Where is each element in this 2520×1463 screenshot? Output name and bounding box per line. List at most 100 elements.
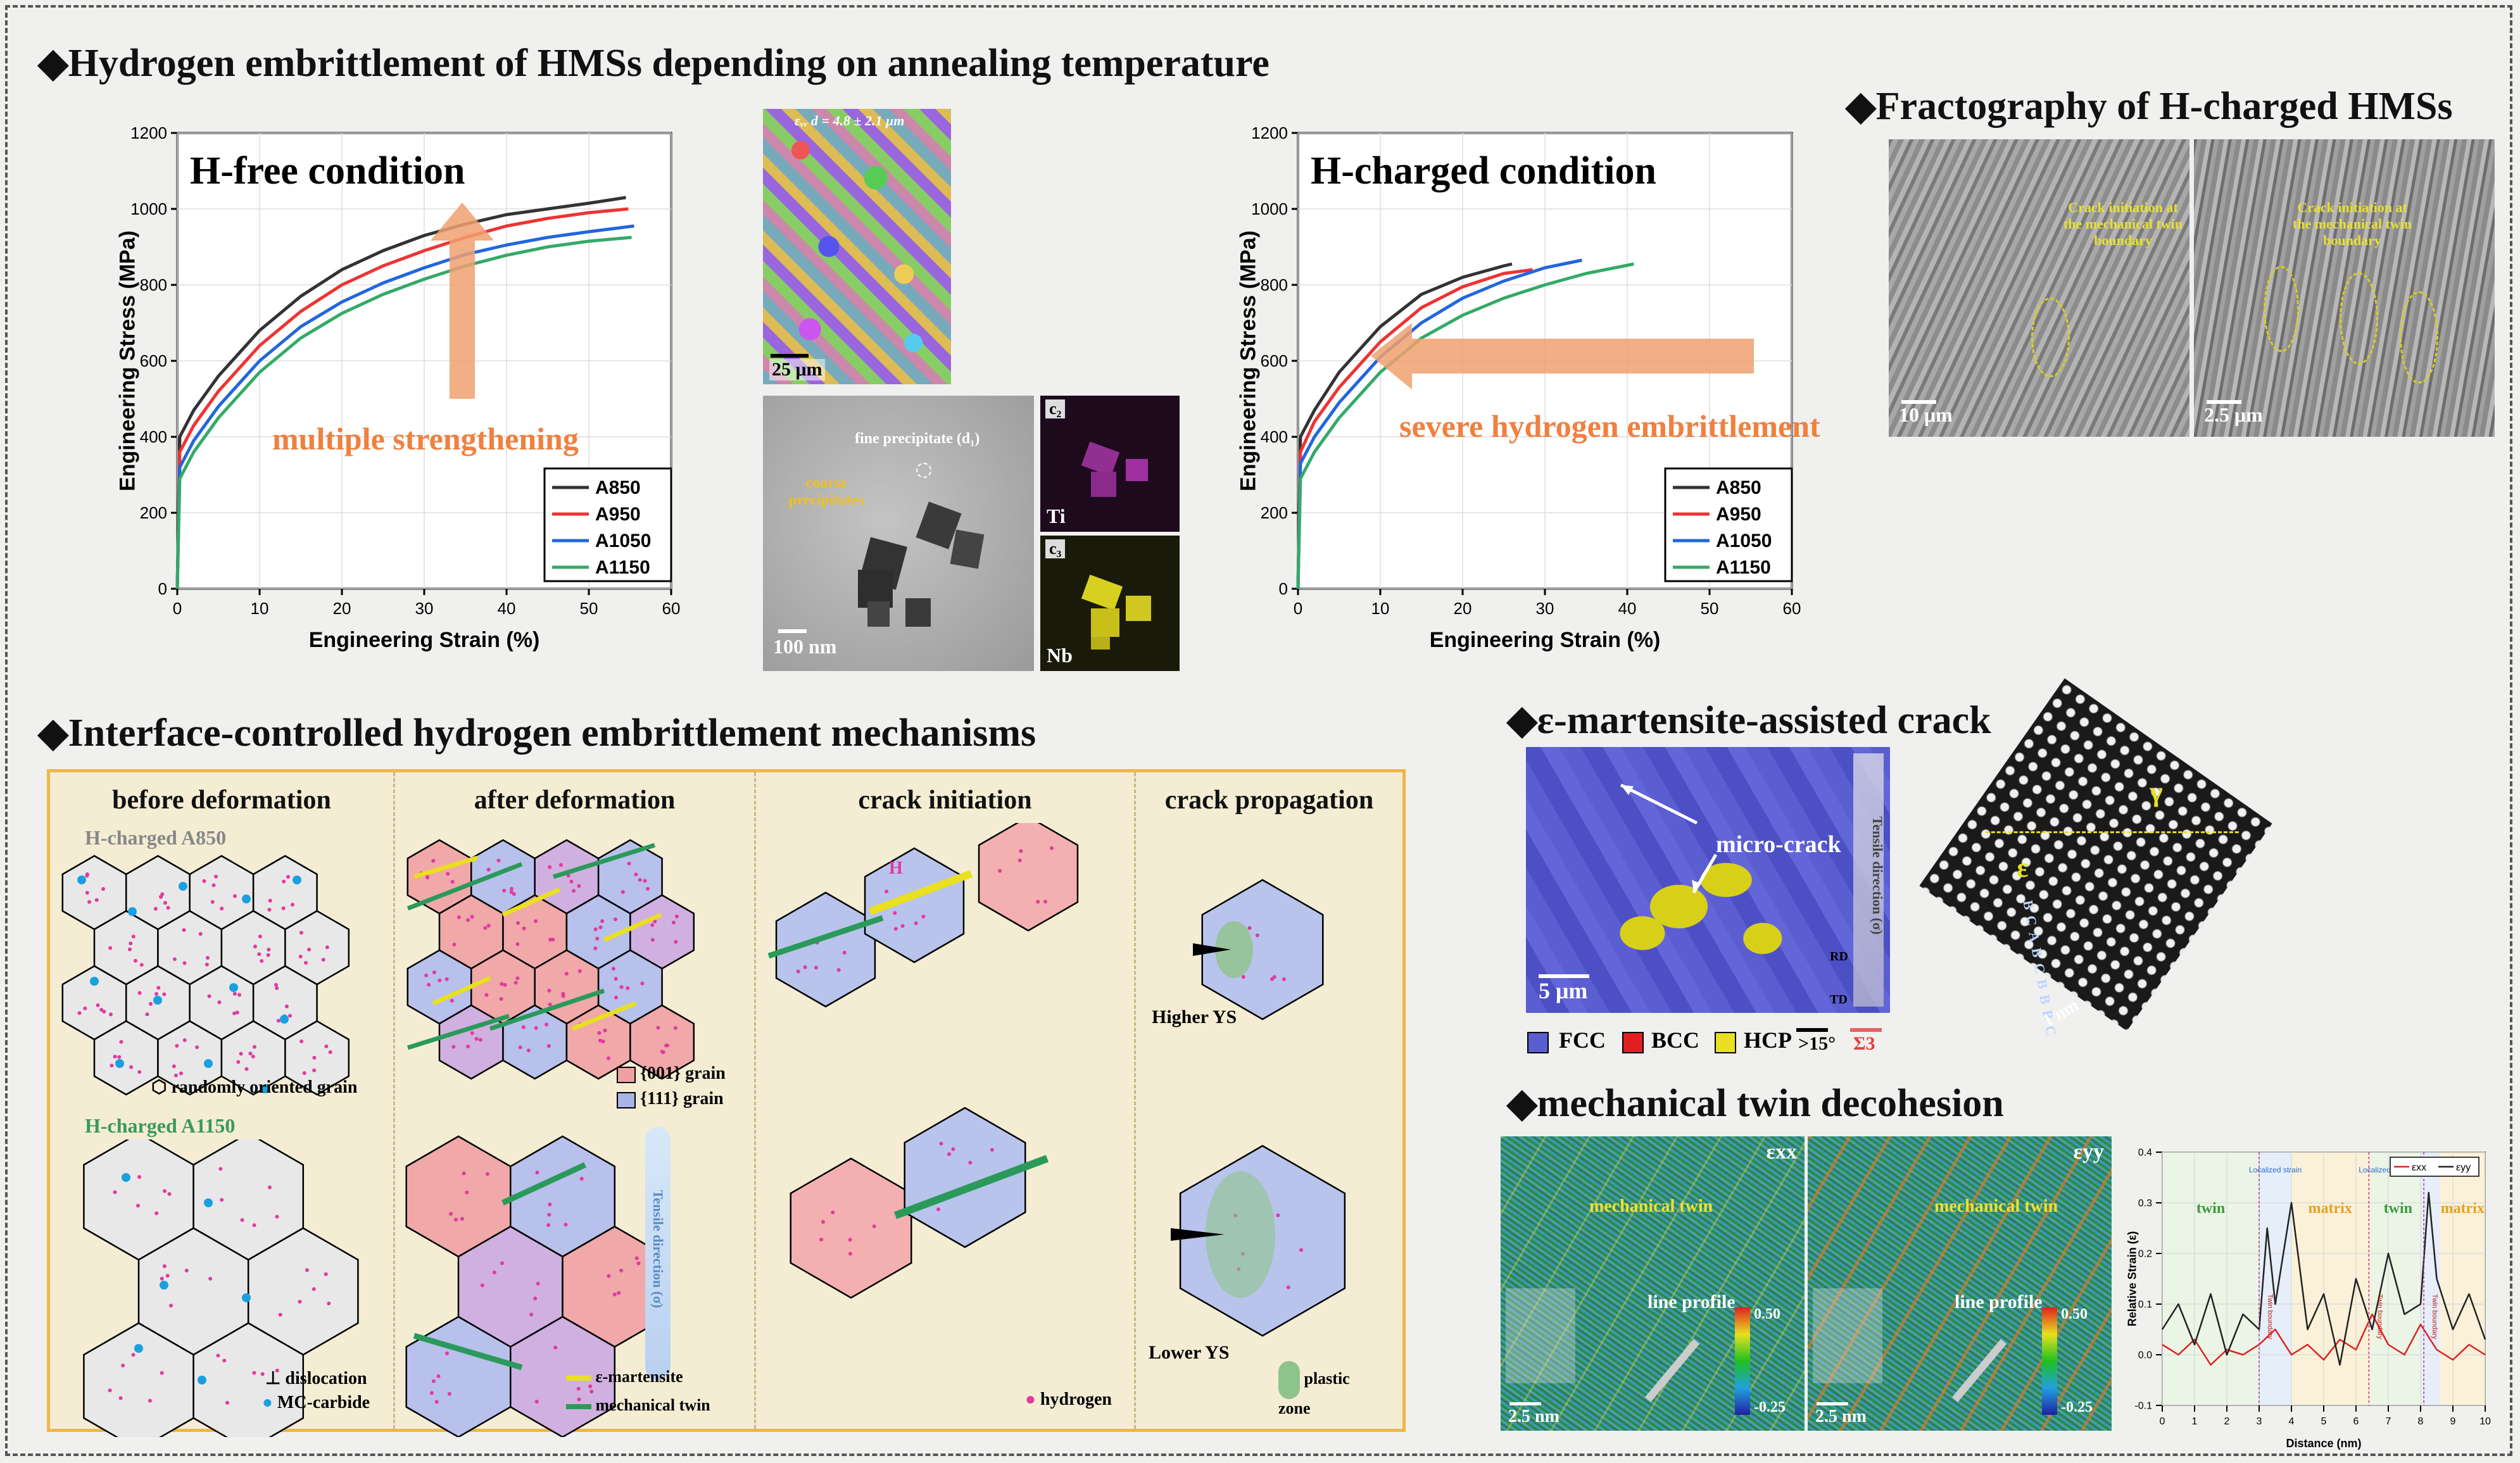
hydrogen-dot bbox=[148, 1399, 152, 1403]
hydrogen-dot bbox=[140, 963, 144, 967]
hydrogen-dot bbox=[939, 1141, 943, 1145]
x-tick-label: 50 bbox=[1701, 599, 1719, 618]
hydrogen-dot bbox=[179, 1072, 183, 1076]
hydrogen-dot bbox=[534, 1026, 538, 1030]
hydrogen-dot bbox=[450, 999, 454, 1003]
col-title-before: before deformation bbox=[50, 785, 393, 815]
hydrogen-dot bbox=[674, 940, 677, 944]
hydrogen-dot bbox=[163, 901, 167, 905]
mech-twin-legend: mechanical twin bbox=[566, 1396, 710, 1415]
hydrogen-dot bbox=[562, 994, 565, 998]
crack-scale-label: 5 μm bbox=[1539, 977, 1587, 1004]
hydrogen-dot bbox=[914, 921, 918, 925]
hydrogen-dot bbox=[460, 1217, 464, 1221]
hydrogen-dot bbox=[548, 1203, 551, 1207]
hydrogen-dot bbox=[236, 1010, 239, 1014]
hydrogen-dot bbox=[614, 977, 618, 981]
hydrogen-dot bbox=[305, 1268, 309, 1272]
hydrogen-dot bbox=[599, 926, 603, 929]
carbide-dot bbox=[128, 907, 137, 916]
hydrogen-dot bbox=[621, 890, 625, 894]
hydrogen-dot bbox=[275, 986, 279, 990]
hydrogen-dot bbox=[449, 1212, 453, 1215]
x-axis-label: Engineering Strain (%) bbox=[309, 628, 540, 652]
hydrogen-dot bbox=[129, 941, 132, 945]
hydrogen-dot bbox=[1287, 1286, 1290, 1290]
hydrogen-dot bbox=[208, 995, 211, 998]
hydrogen-dot bbox=[217, 1000, 221, 1004]
carbide-dot bbox=[204, 1059, 213, 1068]
hydrogen-dot bbox=[626, 986, 629, 990]
hydrogen-dot bbox=[548, 1003, 552, 1007]
frac-note-1: Crack initiation at the mechanical twin … bbox=[2060, 199, 2186, 249]
h-free-stress-strain-chart: 0 200 400 600 800 1000 1200 0 10 20 30 40 50 60 Engine… bbox=[76, 114, 772, 684]
hydrogen-dot bbox=[848, 1252, 852, 1255]
hydrogen-dot bbox=[533, 1297, 537, 1300]
y-tick-label: 0.4 bbox=[2138, 1148, 2152, 1158]
hydrogen-dot bbox=[547, 1213, 551, 1217]
hydrogen-dot bbox=[166, 1274, 170, 1278]
tem-fine-precipitate-label: fine precipitate (d₁) bbox=[855, 430, 980, 448]
tem-coarse-label: coarse precipitates bbox=[782, 475, 871, 509]
x-tick-label: 60 bbox=[662, 599, 681, 618]
legend-label: A950 bbox=[595, 504, 641, 525]
dislocation-legend: ⊥ dislocation bbox=[265, 1367, 367, 1389]
hydrogen-dot bbox=[299, 1039, 303, 1043]
hydrogen-dot bbox=[324, 1272, 328, 1276]
hydrogen-dot bbox=[569, 880, 573, 884]
hydrogen-dot bbox=[602, 1039, 605, 1043]
hydrogen-dot bbox=[233, 894, 237, 898]
hydrogen-dot bbox=[304, 961, 308, 965]
hydrogen-dot bbox=[1299, 1248, 1303, 1252]
carbide-dot bbox=[204, 1198, 213, 1207]
hydrogen-dot bbox=[797, 969, 800, 973]
strain-min-xx: -0.25 bbox=[1754, 1399, 1786, 1416]
hydrogen-dot bbox=[102, 1010, 106, 1014]
hydrogen-dot bbox=[515, 976, 519, 980]
strain-scale-bar-yy bbox=[1817, 1402, 1848, 1405]
hrtem-gamma-label: γ bbox=[2150, 775, 2163, 808]
y-tick-label: 600 bbox=[1261, 351, 1288, 370]
mech-col-after: after deformation {001} grain {111} grai… bbox=[395, 772, 756, 1429]
hydrogen-dot bbox=[216, 1353, 220, 1357]
hydrogen-dot bbox=[612, 967, 615, 970]
hydrogen-dot bbox=[510, 890, 513, 894]
hydrogen-dot bbox=[138, 991, 142, 995]
legend-label: A950 bbox=[1716, 504, 1761, 525]
region-label: matrix bbox=[2309, 1200, 2352, 1217]
hydrogen-dot bbox=[894, 927, 898, 931]
hydrogen-dot bbox=[466, 1045, 470, 1048]
hydrogen-dot bbox=[483, 926, 487, 930]
hrtem-interface-line bbox=[1986, 831, 2239, 833]
hydrogen-dot bbox=[445, 977, 449, 981]
hydrogen-dot bbox=[481, 1283, 484, 1287]
hydrogen-dot bbox=[565, 972, 569, 976]
hydrogen-dot bbox=[594, 927, 598, 931]
hydrogen-dot bbox=[470, 915, 474, 919]
g001-legend: {001} grain bbox=[617, 1064, 726, 1084]
x-tick-label: 5 bbox=[2321, 1416, 2327, 1427]
hydrogen-dot bbox=[814, 965, 818, 969]
x-tick-label: 60 bbox=[1783, 599, 1801, 618]
hydrogen-dot bbox=[635, 1256, 639, 1260]
hydrogen-dot bbox=[117, 1055, 121, 1059]
region-band bbox=[2259, 1152, 2291, 1405]
hydrogen-dot bbox=[109, 1012, 113, 1016]
carbide-dot bbox=[280, 1015, 289, 1024]
hydrogen-dot bbox=[651, 938, 655, 942]
carbide-dot bbox=[179, 882, 187, 891]
hydrogen-dot bbox=[182, 928, 186, 932]
a850-label: H-charged A850 bbox=[85, 826, 226, 850]
hydrogen-legend: ● hydrogen bbox=[1025, 1390, 1112, 1410]
eds-nb-map: c₃ Nb bbox=[1040, 536, 1180, 671]
hydrogen-dot bbox=[479, 1038, 482, 1042]
hydrogen-dot bbox=[286, 875, 290, 879]
hydrogen-dot bbox=[199, 932, 203, 936]
hydrogen-dot bbox=[873, 1224, 876, 1228]
hydrogen-dot bbox=[572, 889, 576, 893]
x-tick-label: 10 bbox=[2479, 1416, 2491, 1427]
hydrogen-dot bbox=[431, 859, 435, 863]
hydrogen-dot bbox=[173, 957, 177, 961]
x-tick-label: 30 bbox=[1536, 599, 1554, 618]
hydrogen-dot bbox=[1282, 977, 1286, 981]
